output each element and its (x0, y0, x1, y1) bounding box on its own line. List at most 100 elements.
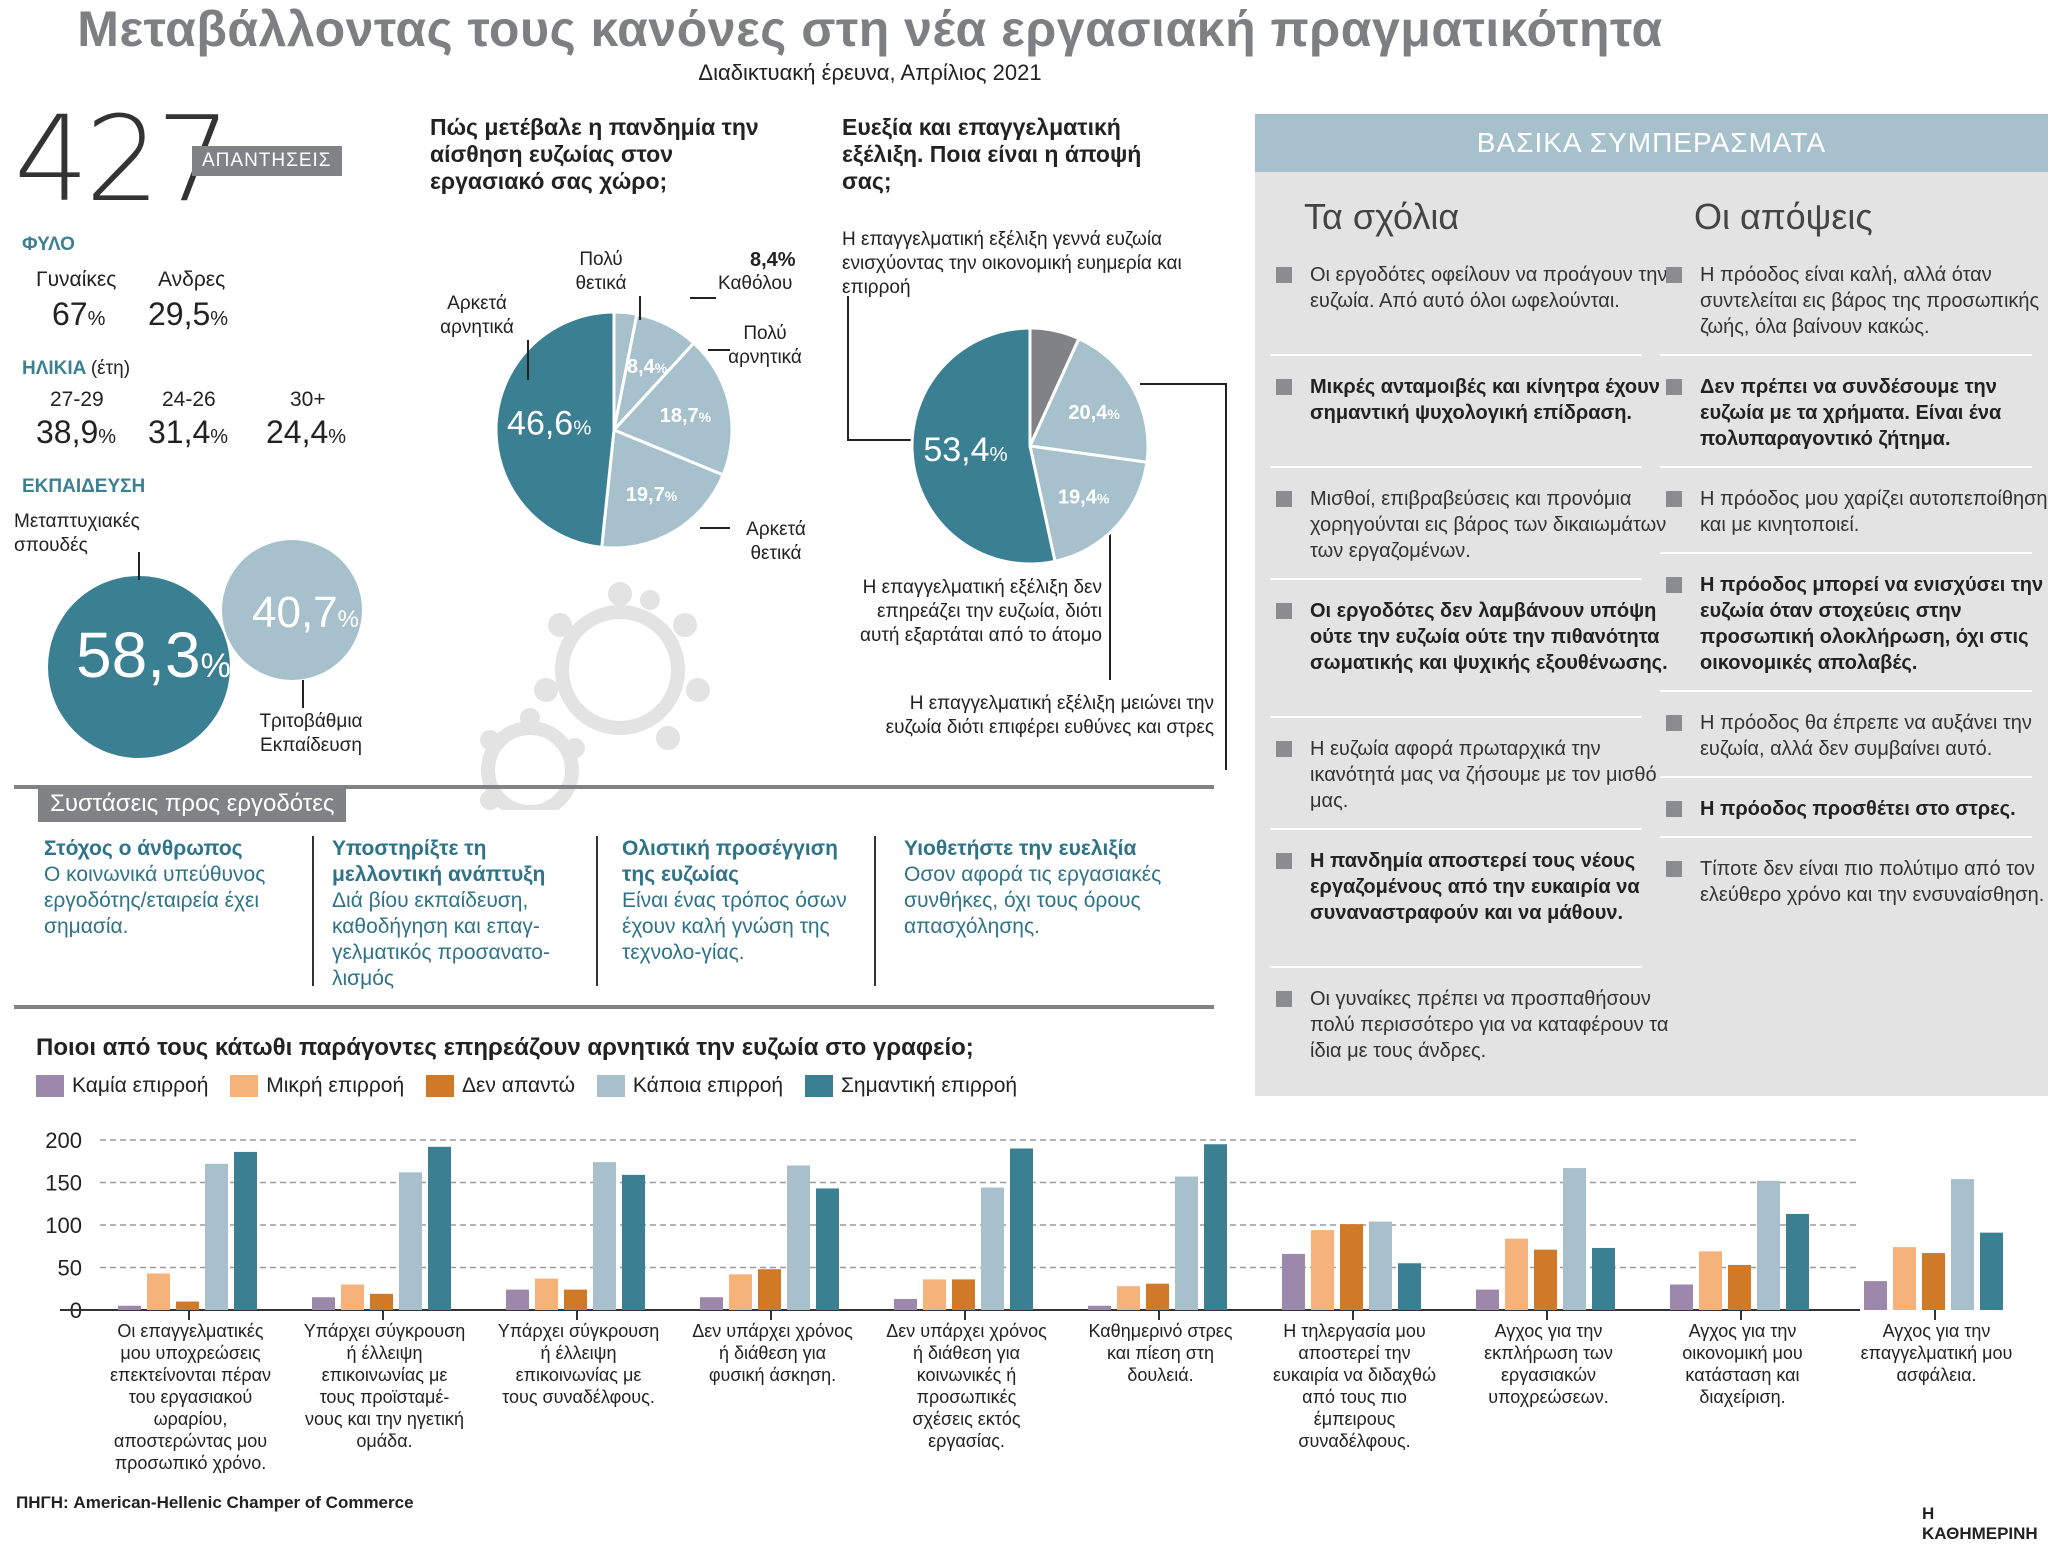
bullet-icon (1666, 715, 1682, 731)
bar (1088, 1305, 1111, 1310)
pie2-label-neutral: Η επαγγελματική εξέλιξη δεν επηρεάζει τη… (860, 577, 1102, 646)
pie2-label-positive: Η επαγγελματική εξέλιξη γεννά ευζωία ενι… (842, 229, 1182, 298)
bar (1980, 1232, 2003, 1310)
conclusion-separator (1270, 354, 1642, 356)
x-category-label: Οι επαγγελματικές μου υποχρεώσεις επεκτε… (110, 1321, 271, 1473)
x-category-label: Η τηλεργασία μου αποστερεί την ευκαιρία … (1272, 1321, 1437, 1451)
bar (700, 1297, 723, 1310)
bar (758, 1269, 781, 1310)
age-value-3: 24,4% (266, 414, 347, 450)
age-header: ΗΛΙΚΙΑ (έτη) (22, 358, 130, 380)
conclusion-item: Μικρές ανταμοιβές και κίνητρα έχουν σημα… (1276, 374, 1670, 426)
bar (1175, 1176, 1198, 1310)
conclusion-text: Τίποτε δεν είναι πιο πολύτιμο από τον ελ… (1700, 858, 2045, 906)
conclusions-title: ΒΑΣΙΚΑ ΣΥΜΠΕΡΑΣΜΑΤΑ (1255, 114, 2048, 172)
conclusion-text: Οι εργοδότες οφείλουν να προάγουν την ευ… (1310, 264, 1668, 312)
x-category-label: Δεν υπάρχει χρόνος ή διάθεση για κοινωνι… (886, 1321, 1047, 1451)
bar (1699, 1251, 1722, 1310)
pie-slice (600, 427, 726, 550)
conclusion-item: Η πρόοδος μου χαρίζει αυτοπεποίθηση και … (1666, 486, 2048, 538)
gender-value-women: 67% (52, 296, 106, 332)
bar (1476, 1289, 1499, 1310)
bar (147, 1273, 170, 1310)
bar (399, 1172, 422, 1310)
bullet-icon (1666, 379, 1682, 395)
conclusion-separator (1660, 466, 2032, 468)
conclusions-col2-title: Οι απόψεις (1694, 196, 1873, 237)
pie-value-label: 18,7% (660, 405, 712, 427)
bar (1951, 1179, 1974, 1310)
conclusion-separator (1660, 776, 2032, 778)
source-note: ΠΗΓΗ: American-Hellenic Champer of Comme… (16, 1493, 414, 1512)
age-unit: (έτη) (90, 358, 131, 379)
recommendation-3: Ολιστική προσέγγιση της ευζωίας Είναι έν… (622, 836, 862, 966)
gender-value-men: 29,5% (148, 296, 229, 332)
y-tick-label: 150 (45, 1171, 82, 1196)
education-bubble-masters (48, 576, 230, 758)
conclusion-separator (1270, 828, 1642, 830)
bar (1010, 1148, 1033, 1310)
pie1-label-none: Καθόλου (718, 273, 793, 294)
recommendation-body: Διά βίου εκπαίδευση, καθοδήγηση και επαγ… (332, 889, 550, 990)
bar (1204, 1144, 1227, 1310)
bullet-icon (1666, 577, 1682, 593)
bar (312, 1297, 335, 1310)
y-tick-label: 50 (58, 1256, 82, 1281)
conclusion-text: Οι εργοδότες δεν λαμβάνουν υπόψη ούτε τη… (1310, 600, 1668, 674)
bar (1340, 1224, 1363, 1310)
rec-separator (874, 836, 876, 986)
legend-swatch (425, 1075, 454, 1098)
conclusion-text: Οι γυναίκες πρέπει να προσπαθήσουν πολύ … (1310, 988, 1669, 1062)
barchart-title: Ποιοι από τους κάτωθι παράγοντες επηρεάζ… (36, 1034, 974, 1061)
education-title: ΕΚΠΑΙΔΕΥΣΗ (22, 476, 146, 497)
bar (1922, 1253, 1945, 1310)
x-category-label: Αγχος για την εκπλήρωση των εργασιακών υ… (1484, 1321, 1613, 1407)
conclusion-text: Η πρόοδος μπορεί να ενισχύσει την ευζωία… (1700, 574, 2044, 674)
pie1-label-quite-negative: Αρκετά αρνητικά (440, 293, 514, 338)
recommendation-title: Στόχος ο άνθρωπος (44, 837, 243, 860)
gender-label-women: Γυναίκες (36, 268, 117, 291)
x-category-label: Υπάρχει σύγκρουση ή έλλειψη επικοινωνίας… (303, 1321, 466, 1451)
x-category-label: Αγχος για την επαγγελματική μου ασφάλεια… (1860, 1321, 2013, 1385)
pie1-label-none-pct: 8,4% (750, 249, 796, 271)
bar (1893, 1247, 1916, 1310)
pie-value-label: 20,4% (1068, 402, 1120, 424)
conclusion-separator (1270, 716, 1642, 718)
bar (428, 1146, 451, 1310)
legend-swatch (36, 1075, 64, 1098)
bullet-icon (1276, 603, 1292, 619)
x-category-label: Δεν υπάρχει χρόνος ή διάθεση για φυσική … (692, 1321, 853, 1385)
recommendation-body: Ο κοινωνικά υπεύθυνος εργοδότης/εταιρεία… (44, 863, 266, 938)
conclusion-item: Δεν πρέπει να συνδέσουμε την ευζωία με τ… (1666, 374, 2048, 452)
recommendation-body: Οσον αφορά τις εργασιακές συνθήκες, όχι … (904, 863, 1162, 938)
bar (1670, 1284, 1693, 1310)
page-title: Μεταβάλλοντας τους κανόνες στη νέα εργασ… (77, 1, 1663, 57)
conclusions-panel (1255, 114, 2048, 1096)
pie-slice (910, 326, 1057, 566)
conclusion-text: Η πανδημία αποστερεί τους νέους εργαζομέ… (1310, 850, 1640, 924)
bar (1369, 1221, 1392, 1310)
bar (894, 1298, 917, 1310)
conclusion-text: Η ευζωία αφορά πρωταρχικά την ικανότητά … (1310, 738, 1657, 812)
x-category-label: Καθημερινό στρες και πίεση στη δουλειά. (1088, 1321, 1233, 1385)
bar (1534, 1249, 1557, 1310)
legend-item-3: Δεν απαντώ (425, 1074, 575, 1098)
bar (622, 1174, 645, 1310)
bullet-icon (1666, 801, 1682, 817)
education-label-masters: Μεταπτυχιακές σπουδές (14, 511, 140, 556)
pie-slice (494, 310, 616, 550)
bullet-icon (1276, 379, 1292, 395)
conclusion-separator (1660, 552, 2032, 554)
legend-swatch (596, 1075, 625, 1098)
legend-item-1: Καμία επιρροή (36, 1074, 208, 1098)
pie1-label-quite-positive: Αρκετά θετικά (746, 519, 806, 564)
bar (1117, 1286, 1140, 1310)
legend-swatch (804, 1075, 833, 1098)
conclusion-separator (1660, 354, 2032, 356)
masters-leader-line (138, 552, 140, 580)
x-category-label: Υπάρχει σύγκρουση ή έλλειψη επικοινωνίας… (497, 1321, 660, 1407)
bar (593, 1162, 616, 1310)
pie-slice (1028, 444, 1149, 564)
recommendations-tag: Συστάσεις προς εργοδότες (38, 786, 347, 822)
